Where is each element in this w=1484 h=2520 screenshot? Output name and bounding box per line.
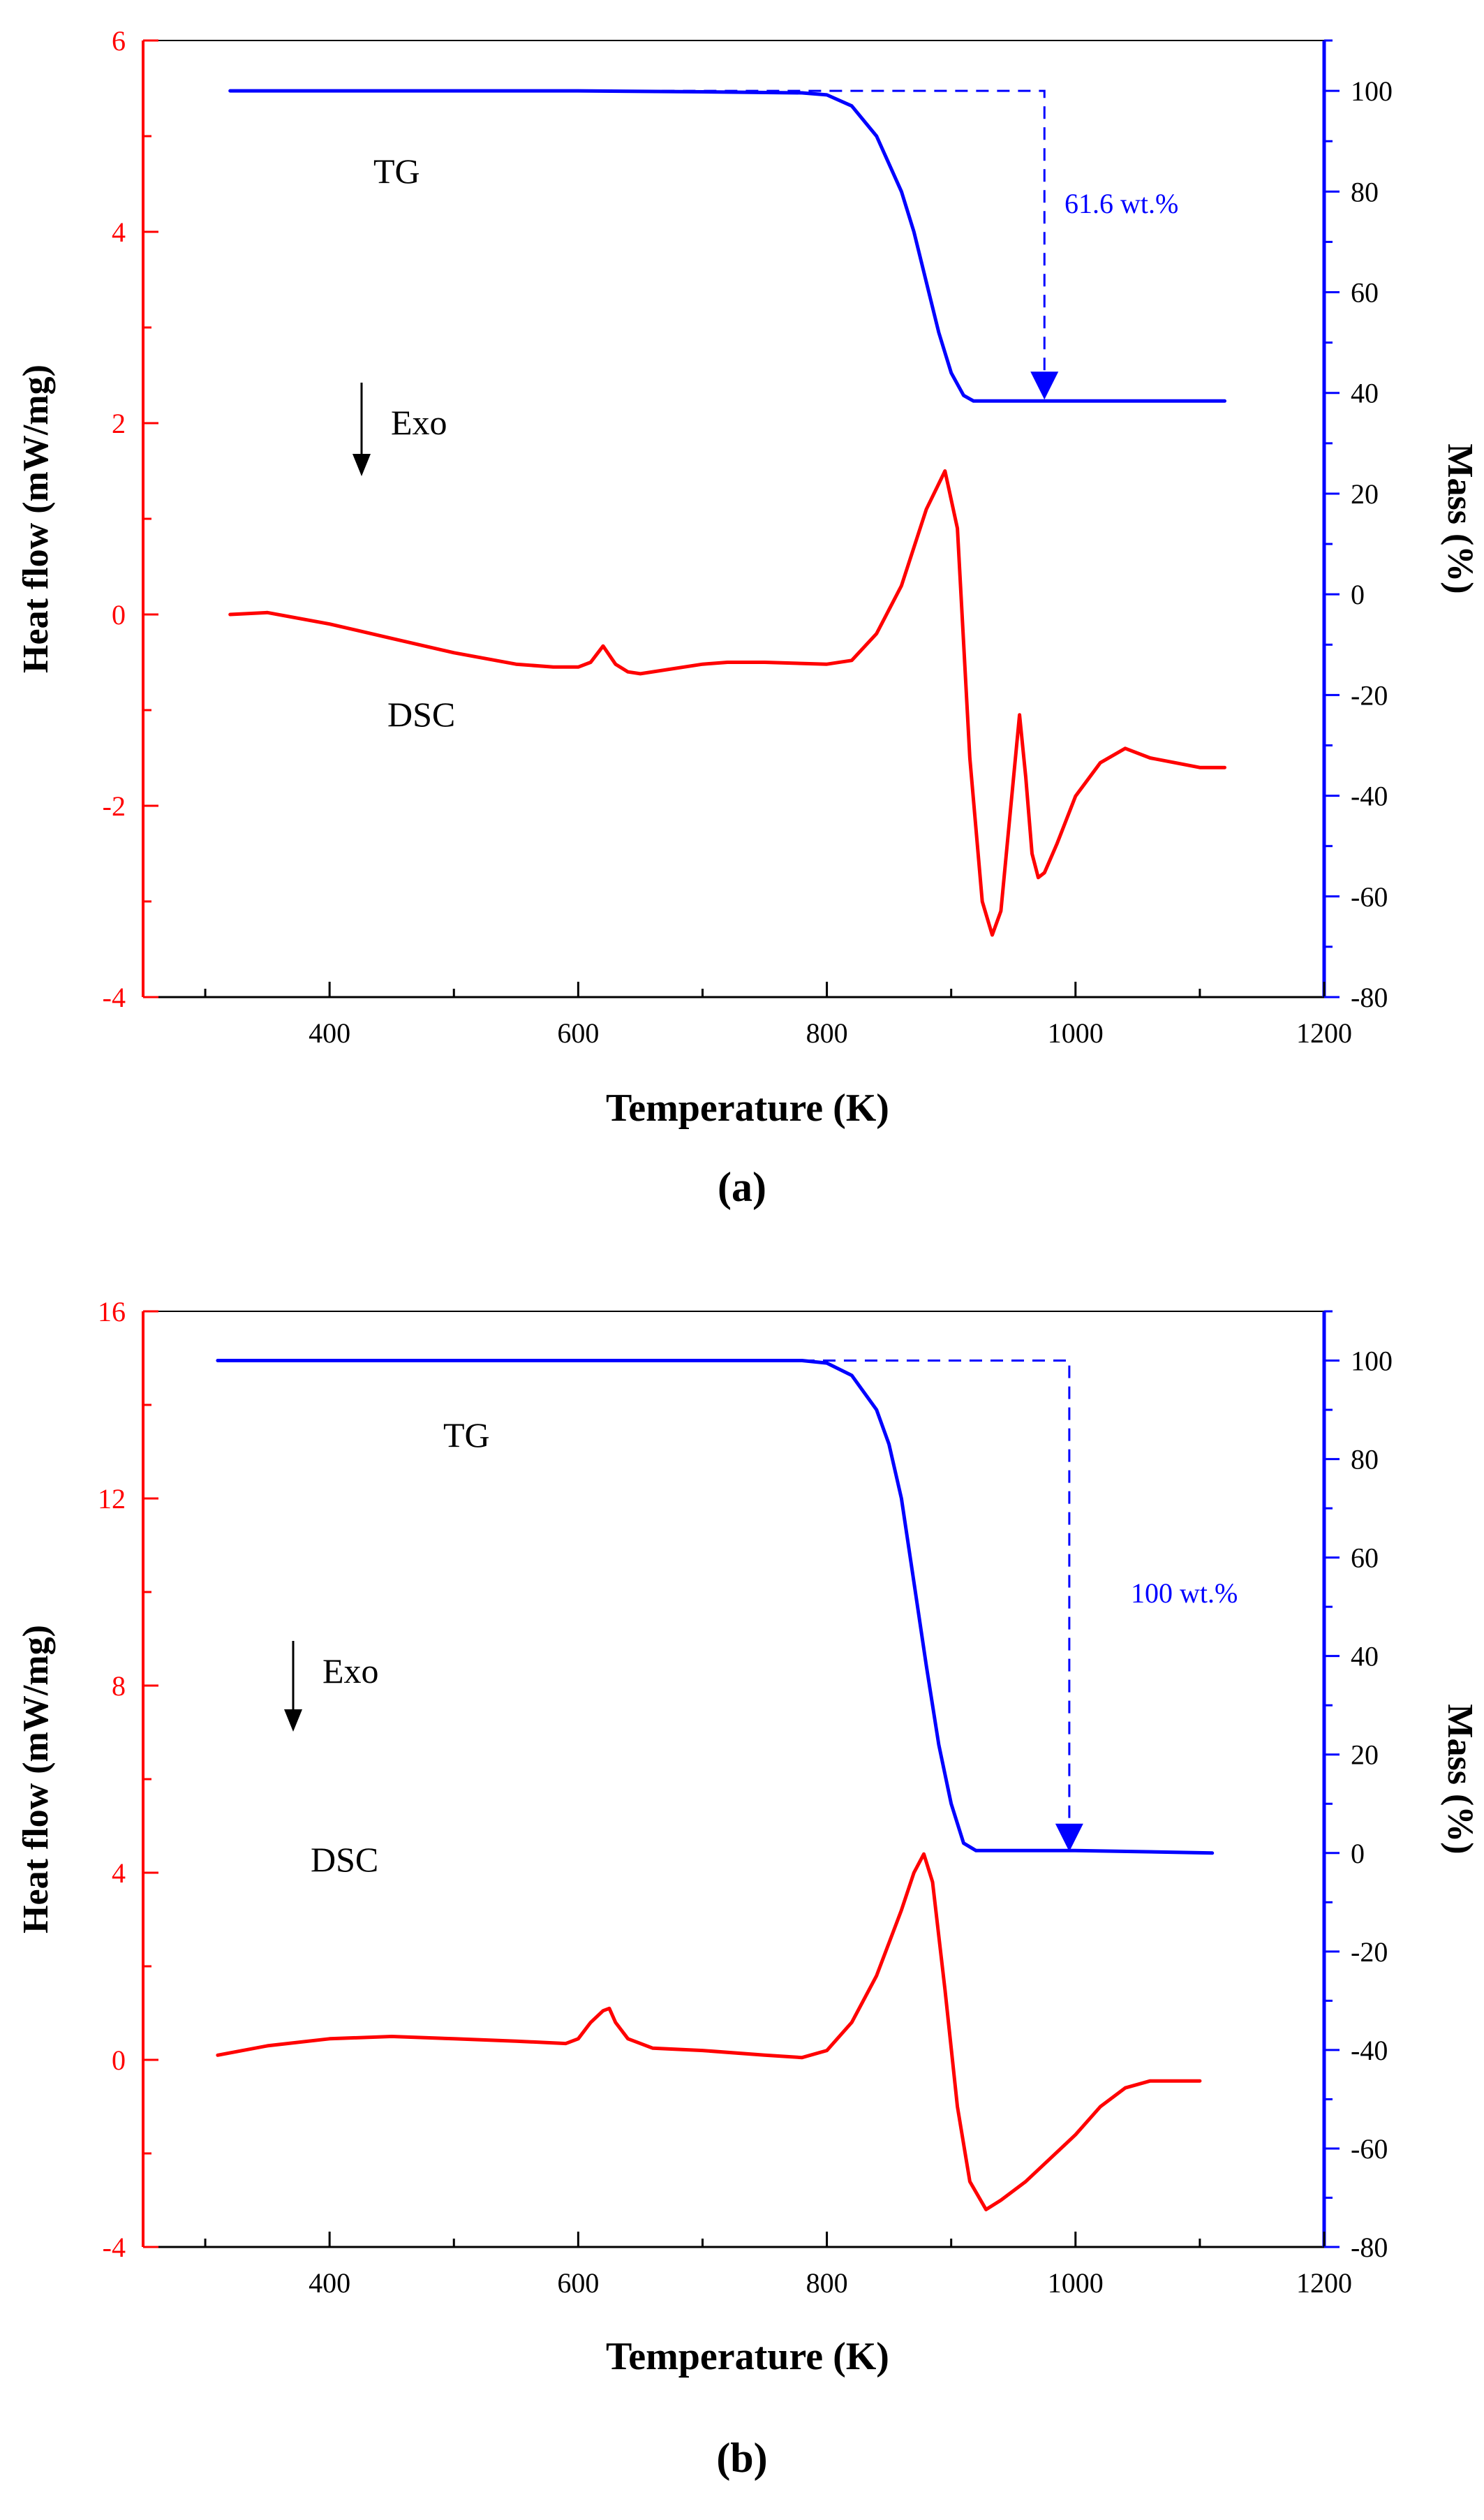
y-left-axis-title: Heat flow (mW/mg) <box>16 364 56 673</box>
y-right-axis-title: Mass (%) <box>1440 443 1480 594</box>
y-left-tick-label: -4 <box>103 982 126 1013</box>
y-right-tick-label: 20 <box>1351 478 1379 510</box>
exo-annotation: Exo <box>391 403 447 442</box>
y-left-tick-label: 0 <box>112 2044 126 2076</box>
exo-annotation: Exo <box>322 1651 379 1690</box>
y-left-tick-label: 4 <box>112 1857 126 1889</box>
x-tick-label: 600 <box>557 1017 599 1049</box>
y-right-tick-label: 60 <box>1351 277 1379 309</box>
mass-loss-annotation: 100 wt.% <box>1131 1577 1238 1609</box>
panel-label: (a) <box>718 1164 766 1210</box>
y-right-tick-label: 0 <box>1351 579 1365 610</box>
x-tick-label: 1000 <box>1048 1017 1104 1049</box>
y-right-tick-label: -40 <box>1351 781 1388 812</box>
y-right-tick-label: -60 <box>1351 881 1388 913</box>
x-tick-label: 1200 <box>1296 2267 1352 2299</box>
x-tick-label: 800 <box>806 1017 848 1049</box>
y-left-tick-label: -2 <box>103 790 126 822</box>
y-right-tick-label: 80 <box>1351 1444 1379 1475</box>
y-right-tick-label: 80 <box>1351 176 1379 207</box>
y-left-tick-label: 8 <box>112 1670 126 1702</box>
panel-label: (b) <box>716 2435 767 2481</box>
chart-panel-a: 400 600 800 1000 1200-4-20246-80-60-40-20020… <box>16 25 1480 1210</box>
y-left-axis-title: Heat flow (mW/mg) <box>16 1625 56 1933</box>
y-right-tick-label: 40 <box>1351 378 1379 409</box>
x-tick-label: 600 <box>557 2267 599 2299</box>
y-left-tick-label: 16 <box>98 1296 126 1327</box>
y-left-tick-label: 4 <box>112 216 126 248</box>
dsc-annotation: DSC <box>387 695 455 734</box>
mass-loss-arrowhead <box>1030 371 1059 400</box>
mass-loss-annotation: 61.6 wt.% <box>1064 188 1178 219</box>
mass-loss-dashed-line <box>578 89 1046 375</box>
x-tick-label: 400 <box>309 2267 350 2299</box>
y-right-tick-label: 100 <box>1351 1346 1393 1377</box>
tg-curve <box>228 89 1226 403</box>
x-tick-label: 400 <box>309 1017 350 1049</box>
x-axis-title: Temperature (K) <box>606 2335 889 2378</box>
y-right-axis-title: Mass (%) <box>1440 1704 1480 1854</box>
y-right-tick-label: -80 <box>1351 2232 1388 2263</box>
mass-loss-arrowhead <box>1055 1823 1083 1852</box>
y-right-tick-label: -60 <box>1351 2133 1388 2165</box>
dsc-curve <box>216 1852 1202 2211</box>
y-left-tick-label: 0 <box>112 599 126 631</box>
y-left-tick-label: 2 <box>112 408 126 439</box>
y-right-tick-label: -40 <box>1351 2035 1388 2066</box>
tg-annotation: TG <box>373 152 420 191</box>
x-tick-label: 800 <box>806 2267 848 2299</box>
dsc-curve <box>228 469 1226 937</box>
y-left-tick-label: 12 <box>98 1483 126 1515</box>
y-right-tick-label: 0 <box>1351 1838 1365 1869</box>
chart-panel-b: 400 600 800 1000 1200-40481216-80-60-40-2002… <box>16 1296 1480 2481</box>
tg-curve <box>216 1359 1215 1855</box>
y-left-tick-label: -4 <box>103 2232 126 2263</box>
exo-arrow-down-icon <box>284 1709 302 1732</box>
y-right-tick-label: 60 <box>1351 1542 1379 1574</box>
mass-loss-dashed-line <box>801 1360 1071 1827</box>
x-axis-title: Temperature (K) <box>606 1086 889 1130</box>
x-tick-label: 1200 <box>1296 1017 1352 1049</box>
dsc-annotation: DSC <box>311 1840 378 1879</box>
y-right-tick-label: -80 <box>1351 982 1388 1013</box>
y-right-tick-label: 40 <box>1351 1641 1379 1672</box>
x-tick-label: 1000 <box>1048 2267 1104 2299</box>
y-right-tick-label: -20 <box>1351 679 1388 711</box>
y-right-tick-label: 20 <box>1351 1739 1379 1771</box>
y-right-tick-label: -20 <box>1351 1936 1388 1968</box>
exo-arrow-down-icon <box>353 454 371 476</box>
tg-annotation: TG <box>443 1415 490 1454</box>
y-left-tick-label: 6 <box>112 25 126 57</box>
y-right-tick-label: 100 <box>1351 75 1393 107</box>
